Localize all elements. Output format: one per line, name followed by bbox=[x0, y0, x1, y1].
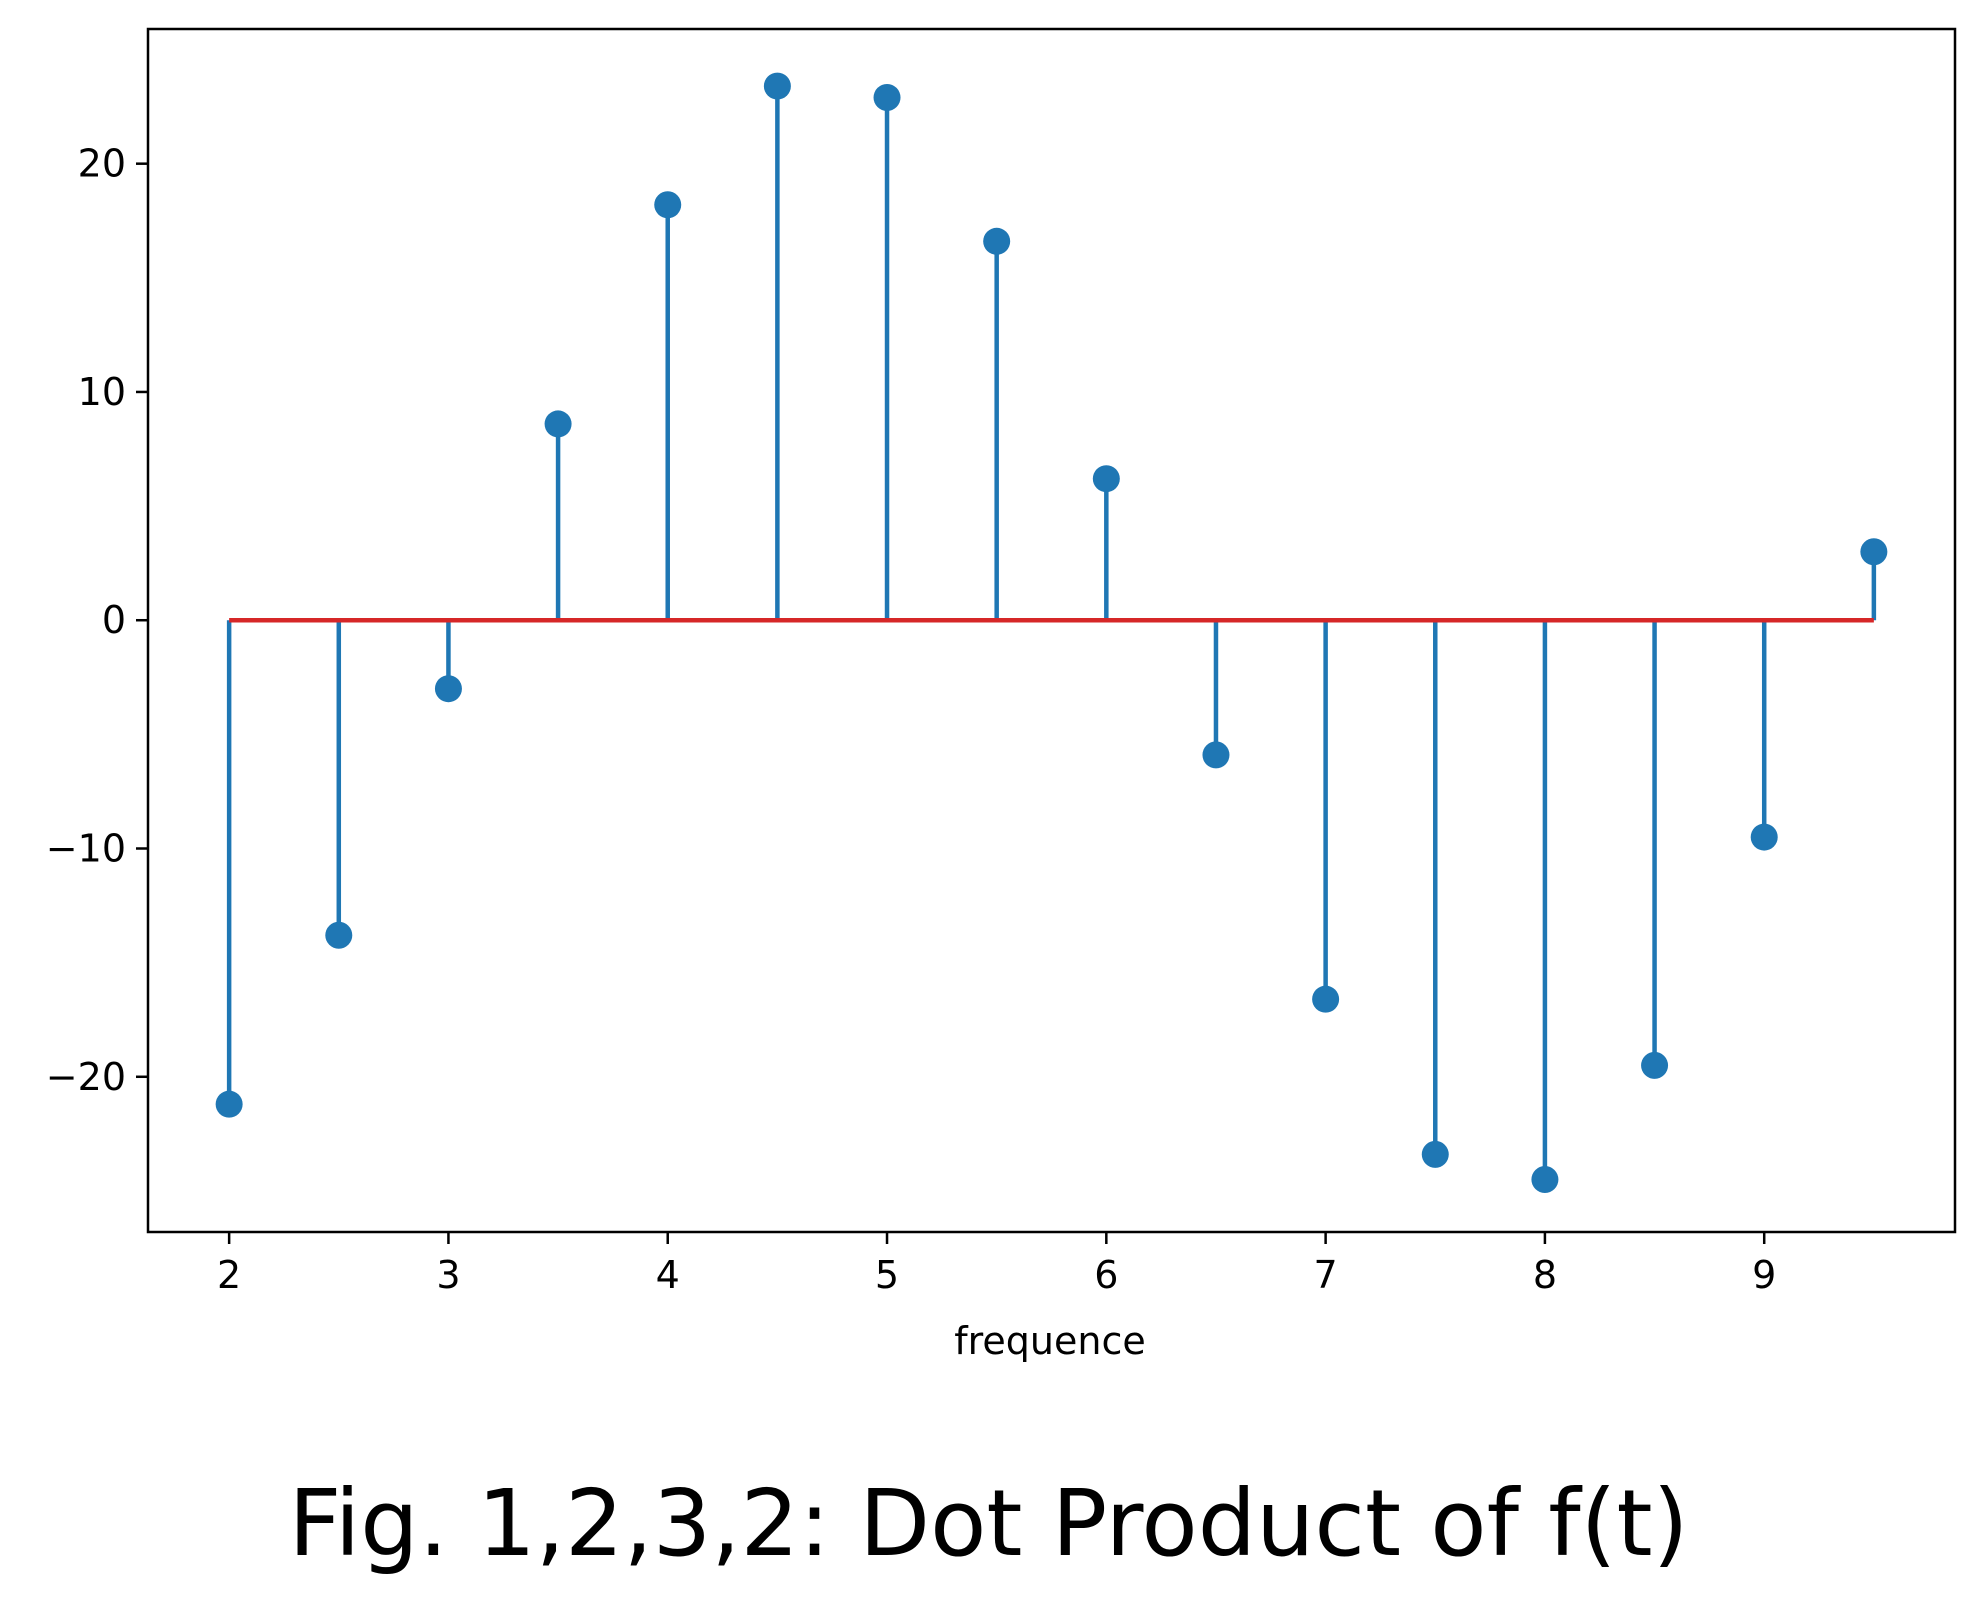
x-tick-label: 7 bbox=[1314, 1253, 1338, 1297]
stem-marker bbox=[1750, 823, 1778, 851]
y-tick-label: −20 bbox=[46, 1055, 126, 1099]
x-axis-label: frequence bbox=[954, 1319, 1145, 1363]
stem-marker bbox=[1202, 741, 1230, 769]
x-tick-label: 5 bbox=[875, 1253, 899, 1297]
stem-marker bbox=[325, 921, 353, 949]
figure-caption: Fig. 1,2,3,2: Dot Product of f(t) bbox=[288, 1470, 1689, 1577]
stem-marker bbox=[1641, 1051, 1669, 1079]
x-tick-label: 3 bbox=[436, 1253, 460, 1297]
y-tick-label: 0 bbox=[102, 598, 126, 642]
y-tick-label: 20 bbox=[78, 142, 126, 186]
stem-marker bbox=[1531, 1165, 1559, 1193]
stem-marker bbox=[983, 227, 1011, 255]
stem-marker bbox=[873, 83, 901, 111]
stem-marker bbox=[544, 410, 572, 438]
stem-marker bbox=[215, 1090, 243, 1118]
stem-marker bbox=[434, 675, 462, 703]
stem-marker bbox=[1092, 465, 1120, 493]
y-tick-label: 10 bbox=[78, 370, 126, 414]
stem-chart: 2 3 4 5 6 7 8 9 −20 −10 0 10 20 frequence bbox=[46, 27, 1957, 1363]
y-tick-label: −10 bbox=[46, 827, 126, 871]
stem-marker bbox=[1421, 1140, 1449, 1168]
x-tick-label: 4 bbox=[656, 1253, 680, 1297]
stem-marker bbox=[654, 191, 682, 219]
chart-marks bbox=[215, 72, 1888, 1193]
stem-marker bbox=[1312, 985, 1340, 1013]
axis-ticks: 2 3 4 5 6 7 8 9 −20 −10 0 10 20 bbox=[46, 142, 1777, 1297]
plot-area bbox=[148, 29, 1955, 1232]
x-tick-label: 2 bbox=[217, 1253, 241, 1297]
stem-marker bbox=[763, 72, 791, 100]
x-tick-label: 6 bbox=[1094, 1253, 1118, 1297]
stem-marker bbox=[1860, 538, 1888, 566]
plot-frame bbox=[146, 27, 1957, 1234]
x-tick-label: 8 bbox=[1533, 1253, 1557, 1297]
x-tick-label: 9 bbox=[1752, 1253, 1776, 1297]
